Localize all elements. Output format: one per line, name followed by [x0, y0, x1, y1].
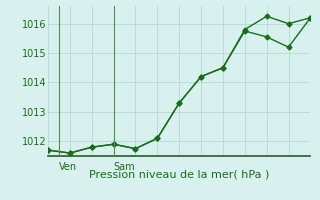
X-axis label: Pression niveau de la mer( hPa ): Pression niveau de la mer( hPa )	[89, 170, 269, 180]
Text: Ven: Ven	[59, 162, 77, 172]
Text: Sam: Sam	[114, 162, 135, 172]
